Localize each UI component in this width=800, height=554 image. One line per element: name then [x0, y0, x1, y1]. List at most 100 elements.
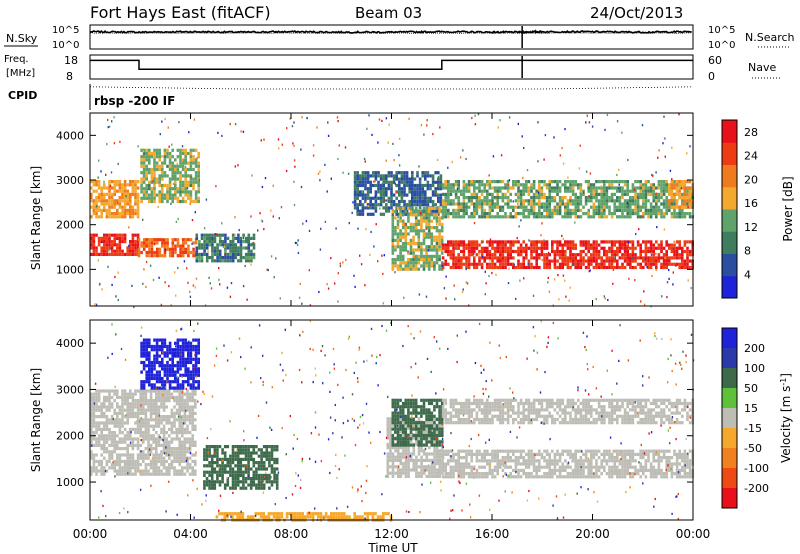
velocity-cell-r1 — [184, 370, 187, 374]
power-cell-r8 — [441, 205, 445, 209]
velocity-cell-r1 — [189, 370, 193, 374]
power-cell-r8 — [571, 199, 575, 203]
power-cell-r5 — [353, 187, 357, 191]
power-cell-r8 — [525, 208, 528, 212]
power-cell-r8 — [657, 186, 661, 190]
power-cell-r4 — [242, 246, 245, 250]
power-cell-r8 — [475, 180, 479, 184]
power-cell-r7 — [647, 259, 650, 263]
velocity-cell-r1 — [161, 357, 164, 361]
velocity-cell-r0 — [144, 408, 148, 412]
velocity-cell-r0 — [121, 469, 124, 473]
power-scatter-cell — [404, 224, 406, 227]
velocity-cell-r1 — [176, 344, 180, 349]
velocity-cell-r0 — [194, 453, 197, 457]
power-cell-r5 — [400, 174, 404, 178]
power-cell-r8 — [543, 180, 546, 184]
power-scatter-cell — [481, 255, 484, 258]
power-cell-r3 — [194, 174, 198, 178]
velocity-cell-r0 — [126, 443, 129, 447]
velocity-cell-r0 — [188, 392, 192, 396]
velocity-cell-r0 — [116, 456, 119, 460]
power-cell-r7 — [678, 253, 681, 257]
velocity-cell-r1 — [189, 383, 193, 387]
power-cell-r7 — [603, 259, 606, 263]
power-cell-r7 — [551, 249, 554, 254]
power-cell-r7 — [631, 240, 635, 244]
velocity-cell-r2 — [262, 461, 266, 465]
power-cell-r6 — [409, 261, 413, 265]
power-cell-r6 — [409, 242, 413, 246]
power-scatter-cell — [591, 125, 594, 128]
velocity-cell-r0 — [118, 447, 122, 451]
power-cell-r7 — [592, 249, 596, 254]
velocity-cell-r1 — [187, 348, 190, 352]
power-cell-r8 — [623, 199, 627, 203]
power-cell-r8 — [642, 212, 645, 216]
power-cell-r3 — [189, 180, 193, 184]
velocity-cell-r2 — [203, 473, 206, 477]
power-scatter-cell — [618, 183, 620, 186]
velocity-cell-r0 — [103, 395, 106, 399]
power-cell-r8 — [460, 202, 463, 206]
power-cell-r2 — [187, 238, 190, 242]
power-cell-r6 — [399, 245, 402, 249]
velocity-cell-r0 — [103, 440, 106, 444]
velocity-cell-r2 — [216, 451, 219, 455]
power-cell-r4 — [221, 240, 225, 244]
power-cell-r8 — [491, 208, 494, 212]
power-cell-r5 — [361, 177, 365, 181]
velocity-cell-r0 — [188, 440, 192, 444]
power-cell-r7 — [558, 262, 562, 266]
power-cell-r6 — [422, 213, 426, 217]
power-cell-r7 — [504, 240, 507, 244]
power-cell-r8 — [501, 192, 505, 196]
velocity-cell-r0 — [90, 405, 93, 409]
power-cell-r3 — [189, 196, 193, 200]
power-cell-r2 — [150, 250, 154, 255]
power-cell-r8 — [441, 212, 445, 216]
velocity-cell-r0 — [160, 456, 163, 460]
power-scatter-cell — [672, 283, 674, 286]
power-cell-r1 — [136, 186, 140, 190]
power-cell-r5 — [390, 203, 393, 207]
power-cell-r5 — [411, 193, 414, 197]
power-scatter-cell — [678, 113, 680, 116]
velocity-cell-r0 — [92, 418, 96, 422]
velocity-cell-r0 — [147, 440, 150, 444]
power-cell-r6 — [401, 206, 405, 210]
power-cell-r7 — [470, 243, 473, 247]
power-cell-r4 — [231, 259, 235, 263]
velocity-cell-r0 — [126, 466, 129, 470]
power-cell-r5 — [421, 199, 424, 204]
power-cell-r1 — [131, 205, 135, 209]
power-cell-r7 — [577, 253, 580, 257]
velocity-cell-r1 — [150, 367, 154, 371]
power-cell-r8 — [600, 180, 603, 184]
power-cell-r6 — [399, 248, 402, 252]
power-cell-r8 — [496, 196, 499, 200]
velocity-cell-r1 — [155, 376, 159, 381]
velocity-cell-r0 — [178, 411, 181, 415]
velocity-cell-r0 — [191, 424, 194, 428]
velocity-cell-r1 — [142, 386, 146, 390]
power-scatter-cell — [324, 220, 327, 223]
power-cell-r1 — [123, 186, 127, 190]
power-cell-r7 — [566, 240, 570, 244]
power-cell-r6 — [417, 229, 421, 233]
velocity-cell-r0 — [105, 418, 109, 422]
power-cell-r8 — [595, 186, 598, 190]
power-cell-r5 — [372, 183, 375, 188]
power-cell-r7 — [564, 240, 567, 244]
power-cell-r5 — [398, 183, 401, 188]
velocity-cell-r0 — [108, 408, 111, 412]
power-cell-r6 — [396, 242, 400, 246]
power-cell-r8 — [457, 205, 460, 209]
power-scatter-cell — [361, 190, 363, 193]
power-cell-r8 — [618, 186, 622, 190]
power-cell-r5 — [359, 190, 362, 194]
velocity-cell-r0 — [168, 466, 171, 470]
power-scatter-cell — [295, 241, 298, 245]
power-cell-r7 — [618, 265, 622, 270]
velocity-cell-r1 — [168, 351, 172, 355]
